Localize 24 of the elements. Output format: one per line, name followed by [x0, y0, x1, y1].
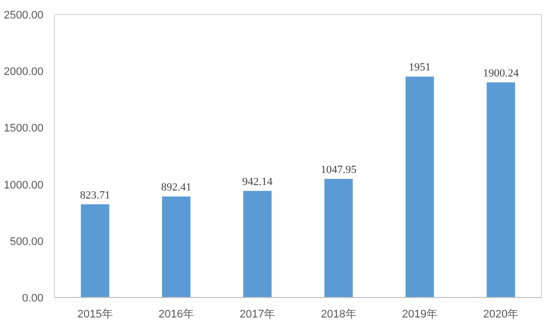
x-tick-label: 2019年: [402, 308, 438, 320]
y-tick-label: 2000.00: [4, 66, 44, 78]
bar: [243, 190, 272, 298]
x-tick-label: 2018年: [320, 308, 356, 320]
bar: [324, 178, 353, 298]
data-label: 1900.24: [483, 67, 520, 80]
x-tick-label: 2020年: [483, 308, 519, 320]
bar: [80, 204, 110, 298]
x-tick-label: 2015年: [77, 308, 113, 320]
data-label: 823.71: [80, 189, 110, 202]
y-tick-label: 2500.00: [4, 10, 44, 22]
data-label: 942.14: [242, 176, 274, 188]
data-label: 892.41: [161, 181, 192, 194]
bar: [406, 76, 434, 298]
y-tick-label: 0.00: [22, 292, 44, 304]
data-label: 1047.95: [320, 164, 357, 176]
x-tick-label: 2017年: [240, 308, 276, 320]
x-tick-label: 2016年: [158, 308, 194, 320]
data-label: 1951: [408, 62, 431, 74]
bar: [162, 196, 190, 298]
y-tick-label: 500.00: [10, 236, 44, 248]
y-tick-label: 1500.00: [4, 122, 44, 135]
y-tick-label: 1000.00: [4, 179, 44, 192]
bar: [486, 82, 516, 298]
